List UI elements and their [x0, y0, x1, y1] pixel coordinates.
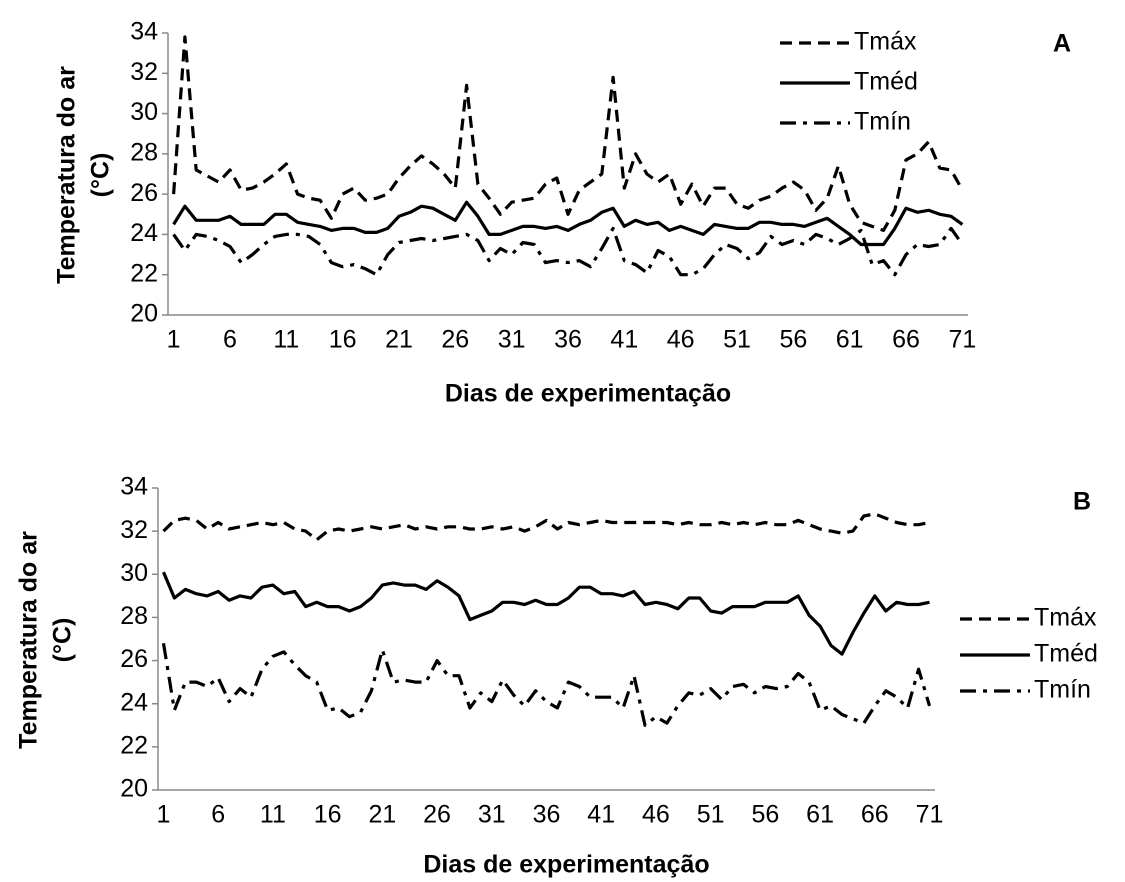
- x-tick-label: 41: [587, 801, 615, 829]
- x-tick-label: 61: [806, 801, 834, 829]
- y-axis-label: Temperatura do ar: [15, 531, 43, 749]
- series-line: [162, 571, 930, 656]
- series-line: [162, 512, 930, 542]
- x-tick-label: 21: [385, 326, 413, 354]
- x-tick-label: 41: [610, 326, 638, 354]
- x-tick-label: 66: [861, 801, 889, 829]
- x-tick-label: 16: [314, 801, 342, 829]
- series-line: [161, 643, 932, 727]
- series-line: [172, 200, 964, 247]
- x-tick-label: 51: [697, 801, 725, 829]
- y-tick-label: 32: [130, 58, 158, 86]
- legend-label: Tmáx: [1034, 604, 1097, 632]
- x-tick-label: 56: [751, 801, 779, 829]
- x-tick-label: 31: [478, 801, 506, 829]
- x-tick-label: 31: [498, 326, 526, 354]
- x-tick-label: 26: [423, 801, 451, 829]
- legend-label: Tméd: [1034, 640, 1098, 668]
- x-tick-label: 11: [260, 801, 286, 829]
- x-tick-label: 21: [368, 801, 396, 829]
- y-axis-label: (°C): [87, 153, 115, 198]
- y-tick-label: 20: [120, 775, 148, 803]
- legend-label: Tmáx: [854, 28, 917, 56]
- y-tick-label: 30: [120, 559, 148, 587]
- x-tick-label: 11: [273, 326, 299, 354]
- y-tick-label: 24: [130, 219, 158, 247]
- y-tick-label: 28: [130, 138, 158, 166]
- panel-label: A: [1053, 30, 1071, 58]
- legend-label: Tmín: [1034, 676, 1091, 704]
- y-tick-label: 34: [120, 473, 148, 501]
- x-tick-label: 66: [892, 326, 920, 354]
- y-tick-label: 26: [120, 645, 148, 673]
- legend-label: Tmín: [854, 108, 911, 136]
- x-tick-label: 1: [167, 326, 181, 354]
- y-axis-label: (°C): [49, 618, 77, 663]
- x-tick-label: 26: [441, 326, 469, 354]
- x-tick-label: 56: [779, 326, 807, 354]
- x-axis-label: Dias de experimentação: [445, 380, 731, 408]
- panel-label: B: [1073, 488, 1091, 516]
- x-tick-label: 36: [554, 326, 582, 354]
- x-tick-label: 1: [157, 801, 171, 829]
- y-tick-label: 34: [130, 18, 158, 46]
- legend-label: Tméd: [854, 68, 918, 96]
- y-tick-label: 28: [120, 602, 148, 630]
- y-tick-label: 22: [130, 259, 158, 287]
- x-tick-label: 71: [916, 801, 944, 829]
- y-tick-label: 22: [120, 731, 148, 759]
- y-tick-label: 26: [130, 179, 158, 207]
- x-tick-label: 6: [223, 326, 237, 354]
- x-tick-label: 36: [533, 801, 561, 829]
- series-line: [172, 226, 964, 277]
- x-tick-label: 16: [329, 326, 357, 354]
- y-tick-label: 24: [120, 688, 148, 716]
- y-axis-label: Temperatura do ar: [53, 66, 81, 284]
- y-tick-label: 30: [130, 98, 158, 126]
- x-tick-label: 6: [211, 801, 225, 829]
- x-tick-label: 61: [836, 326, 864, 354]
- x-tick-label: 46: [667, 326, 695, 354]
- y-tick-label: 20: [130, 300, 158, 328]
- x-tick-label: 46: [642, 801, 670, 829]
- series-line: [172, 35, 964, 232]
- x-tick-label: 71: [948, 326, 976, 354]
- x-tick-label: 51: [723, 326, 751, 354]
- y-tick-label: 32: [120, 516, 148, 544]
- x-axis-label: Dias de experimentação: [423, 851, 709, 879]
